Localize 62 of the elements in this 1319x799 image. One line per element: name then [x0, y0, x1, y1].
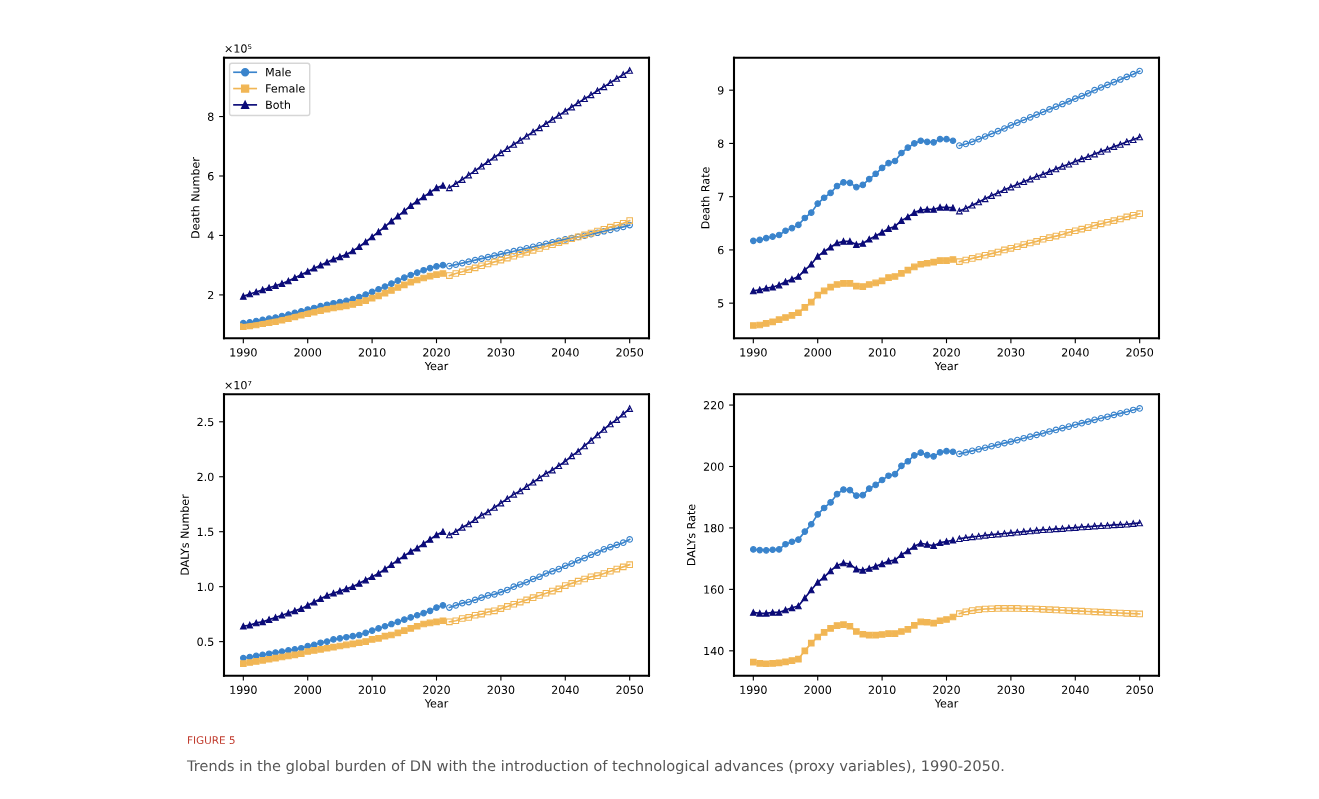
- legend-label: Female: [266, 84, 305, 93]
- x-axis-title: Year: [934, 361, 959, 371]
- x-tick-label: 1990: [230, 348, 257, 357]
- x-tick-label: 2000: [804, 348, 832, 357]
- x-tick-label: 2030: [997, 348, 1025, 357]
- x-tick-label: 2040: [551, 348, 579, 357]
- x-tick-label: 1990: [230, 685, 257, 695]
- x-tick-label: 2010: [868, 685, 896, 695]
- text: FIGURE 5: [188, 736, 235, 745]
- x-tick-label: 2010: [358, 685, 386, 695]
- y-tick-label: 9: [717, 86, 724, 95]
- y-tick-label: 180: [704, 523, 724, 533]
- y-tick-label: 2: [208, 290, 214, 300]
- x-tick-label: 2050: [1126, 348, 1154, 357]
- legend-label: Both: [266, 100, 290, 109]
- y-axis-title: Death Rate: [700, 167, 710, 229]
- x-axis-title: Year: [424, 361, 449, 371]
- x-axis-title: Year: [424, 699, 449, 708]
- y-tick-label: 6: [717, 245, 724, 255]
- x-tick-label: 2000: [294, 685, 322, 695]
- y-tick-label: 2.0: [197, 472, 214, 482]
- y-tick-label: 160: [704, 585, 724, 594]
- x-tick-label: 2030: [487, 685, 515, 695]
- x-tick-label: 1990: [740, 348, 767, 357]
- y-tick-label: 140: [704, 646, 724, 656]
- x-tick-label: 2030: [487, 348, 515, 357]
- x-tick-label: 2020: [933, 685, 960, 695]
- x-tick-label: 1990: [740, 685, 767, 695]
- x-tick-label: 2000: [804, 685, 832, 695]
- x-tick-label: 2050: [616, 685, 644, 695]
- x-tick-label: 2040: [1061, 685, 1089, 695]
- y-tick-label: 4: [207, 231, 214, 240]
- y-tick-label: 8: [207, 112, 214, 121]
- y-axis-title: DALYs Rate: [687, 504, 696, 566]
- x-tick-label: 2050: [1126, 685, 1154, 695]
- x-tick-label: 2010: [868, 348, 896, 357]
- x-tick-label: 2030: [997, 685, 1025, 695]
- y-tick-label: 5: [718, 299, 724, 308]
- y-axis-title: DALYs Number: [180, 494, 189, 575]
- text: Trends in the global burden of DN with the introduction of technological advances (proxy variables), 1990-2050.: [186, 759, 1004, 775]
- x-axis-title: Year: [934, 699, 959, 708]
- text: ×10⁵: [225, 44, 252, 53]
- x-tick-label: 2010: [358, 348, 386, 357]
- y-tick-label: 1.5: [197, 527, 214, 537]
- x-tick-label: 2020: [423, 685, 450, 695]
- y-tick-label: 2.5: [197, 417, 214, 427]
- x-tick-label: 2040: [1061, 348, 1089, 357]
- text: ×10⁷: [225, 380, 252, 390]
- y-tick-label: 7: [718, 192, 724, 201]
- x-tick-label: 2020: [933, 348, 960, 357]
- y-tick-label: 1.0: [197, 582, 214, 592]
- y-tick-label: 220: [703, 401, 724, 410]
- x-tick-label: 2050: [616, 348, 644, 357]
- y-tick-label: 0.5: [197, 637, 214, 646]
- x-tick-label: 2040: [551, 685, 579, 695]
- y-tick-label: 8: [717, 139, 724, 148]
- legend-label: Male: [266, 67, 291, 77]
- y-axis-title: Death Number: [190, 157, 200, 238]
- y-tick-label: 200: [703, 462, 724, 471]
- x-tick-label: 2020: [423, 348, 450, 357]
- y-tick-label: 6: [207, 171, 214, 181]
- x-tick-label: 2000: [294, 348, 322, 357]
